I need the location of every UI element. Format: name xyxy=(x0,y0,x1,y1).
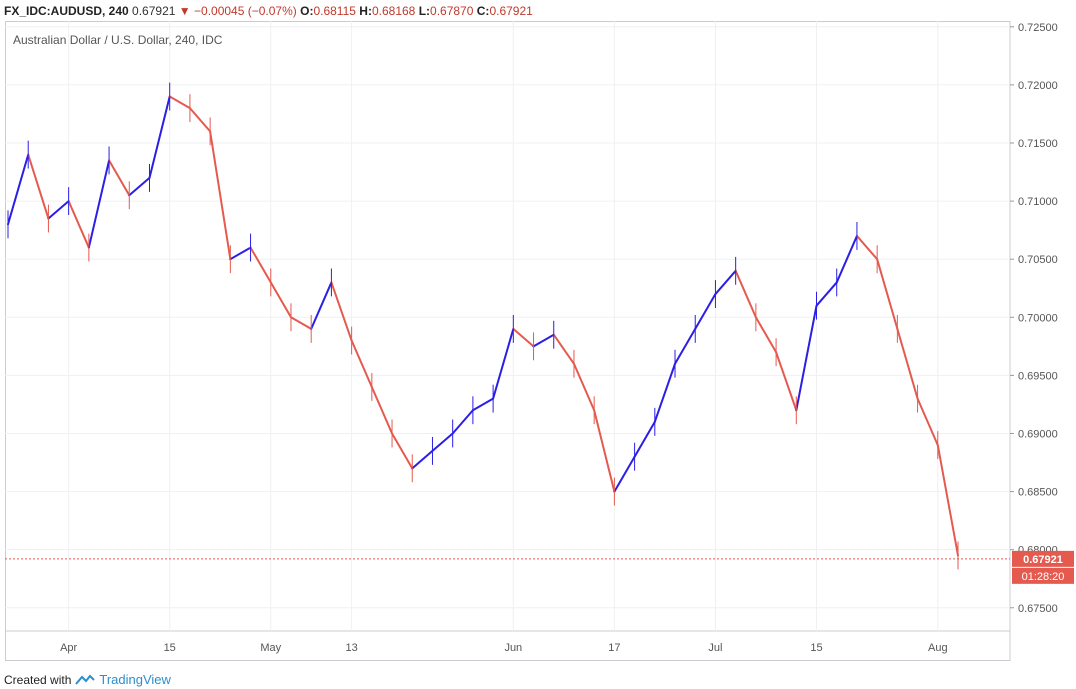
price-segment xyxy=(512,327,535,348)
down-arrow-icon: ▼ xyxy=(178,4,191,18)
x-tick-label: May xyxy=(260,642,281,654)
price-segment xyxy=(492,327,515,400)
x-tick-label: Apr xyxy=(60,642,77,654)
countdown-tag xyxy=(1012,567,1074,584)
price-segment xyxy=(593,409,616,493)
price-segment xyxy=(714,269,737,296)
chart-header: FX_IDC:AUDUSD, 240 0.67921 ▼ −0.00045 (−… xyxy=(4,2,533,20)
low-label: L: xyxy=(418,4,431,18)
price-segment xyxy=(350,339,373,388)
price-segment xyxy=(532,333,555,348)
x-tick-label: 13 xyxy=(345,642,357,654)
price-segment xyxy=(775,351,798,412)
created-with-label: Created with xyxy=(4,672,72,687)
countdown-label: 01:28:20 xyxy=(1022,571,1065,583)
price-segment xyxy=(674,327,697,365)
price-segment xyxy=(188,107,212,133)
price-chart[interactable]: 0.675000.680000.685000.690000.695000.700… xyxy=(5,21,1075,661)
price-segment xyxy=(572,362,596,412)
y-tick-label: 0.71000 xyxy=(1018,196,1058,208)
price-segment xyxy=(289,316,313,330)
low-value: 0.67870 xyxy=(430,4,474,18)
price-segment xyxy=(835,234,858,284)
high-label: H: xyxy=(359,4,372,18)
price-segment xyxy=(310,281,333,330)
x-tick-label: 15 xyxy=(164,642,176,654)
price-segment xyxy=(916,397,939,447)
y-tick-label: 0.72500 xyxy=(1018,22,1058,34)
last-price-tag xyxy=(1012,550,1074,567)
close-label: C: xyxy=(476,4,490,18)
close-value: 0.67921 xyxy=(489,4,533,18)
symbol-label: FX_IDC:AUDUSD, 240 xyxy=(4,4,129,18)
price-segment xyxy=(7,153,30,226)
y-tick-label: 0.70500 xyxy=(1018,254,1058,266)
price-segment xyxy=(249,246,272,284)
footer: Created with TradingView xyxy=(4,672,171,687)
last-price-tag-label: 0.67921 xyxy=(1023,554,1063,566)
price-segment xyxy=(148,95,171,179)
price-segment xyxy=(633,420,656,458)
price-segment xyxy=(795,304,818,412)
price-segment xyxy=(431,432,454,452)
x-tick-label: 15 xyxy=(810,642,822,654)
high-value: 0.68168 xyxy=(371,4,416,18)
x-tick-label: Jul xyxy=(708,642,722,654)
price-segment xyxy=(855,234,879,261)
price-segment xyxy=(815,281,838,307)
price-segment xyxy=(229,246,252,261)
price-segment xyxy=(370,386,394,435)
chart-border xyxy=(5,21,1011,661)
price-segment xyxy=(391,432,414,470)
x-tick-label: 17 xyxy=(608,642,620,654)
price-segment xyxy=(27,153,50,220)
y-tick-label: 0.70000 xyxy=(1018,312,1058,324)
chart-area[interactable]: 0.67500 0.68000 0.68500 0.69000 0.69500 0.700… xyxy=(5,21,1074,661)
y-tick-label: 0.67500 xyxy=(1018,603,1058,615)
price-segment xyxy=(128,176,151,197)
price-segment xyxy=(209,130,232,261)
price-segment xyxy=(734,269,757,319)
y-tick-label: 0.72000 xyxy=(1018,80,1058,92)
tradingview-brand[interactable]: TradingView xyxy=(99,672,171,687)
open-label: O: xyxy=(300,4,314,18)
price-segment xyxy=(936,444,959,557)
price-segment xyxy=(754,316,778,354)
price-segment xyxy=(330,281,353,342)
price-segment xyxy=(876,258,899,330)
x-tick-label: Aug xyxy=(928,642,948,654)
price-segment xyxy=(411,449,434,470)
price-segment xyxy=(451,409,474,435)
last-price: 0.67921 xyxy=(132,4,176,18)
price-segment xyxy=(896,327,919,400)
price-segment xyxy=(108,159,131,197)
price-segment xyxy=(87,159,111,249)
y-tick-label: 0.71500 xyxy=(1018,138,1058,150)
price-segment xyxy=(471,397,495,412)
open-value: 0.68115 xyxy=(313,4,356,18)
price-segment xyxy=(552,333,575,365)
price-segment xyxy=(613,455,636,493)
price-segment xyxy=(47,200,70,220)
tradingview-logo-icon xyxy=(75,674,96,685)
price-segment xyxy=(67,200,90,249)
chart-title: Australian Dollar / U.S. Dollar, 240, ID… xyxy=(13,33,223,47)
price-segment xyxy=(168,95,191,110)
price-segment xyxy=(269,281,292,319)
y-tick-label: 0.68500 xyxy=(1018,487,1058,499)
y-tick-label: 0.69500 xyxy=(1018,370,1058,382)
price-change: −0.00045 (−0.07%) xyxy=(194,4,297,18)
price-segment xyxy=(694,293,717,330)
y-tick-label: 0.69000 xyxy=(1018,428,1058,440)
price-segment xyxy=(653,362,677,423)
x-tick-label: Jun xyxy=(504,642,522,654)
